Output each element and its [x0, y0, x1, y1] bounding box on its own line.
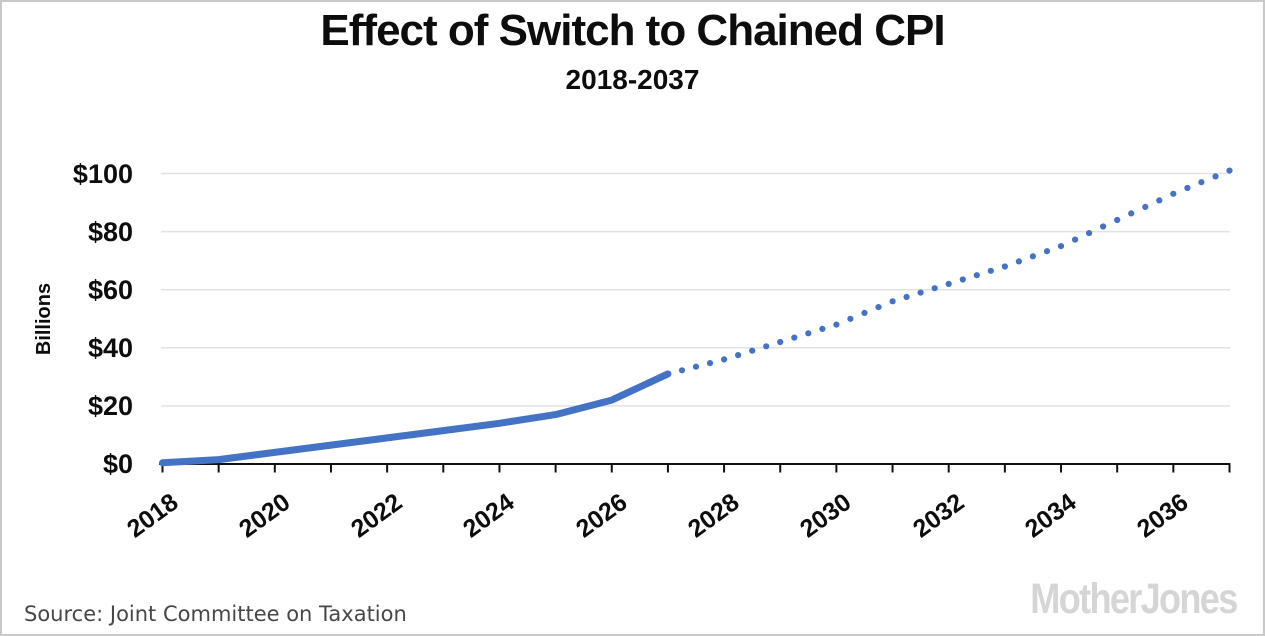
projection-dot	[959, 276, 966, 283]
projection-dot	[692, 363, 700, 370]
projection-dot	[1114, 216, 1121, 224]
projection-dot	[1142, 203, 1149, 210]
projection-dot	[889, 298, 896, 305]
projection-dot	[819, 325, 826, 332]
projection-dot	[735, 352, 742, 359]
chart-title: Effect of Switch to Chained CPI	[320, 6, 945, 55]
projection-dot	[875, 304, 882, 311]
projection-dot	[987, 267, 994, 274]
projection-dot	[1072, 236, 1079, 243]
projection-dot	[791, 334, 798, 341]
projection-dot	[1001, 263, 1009, 270]
projection-dot	[1226, 167, 1233, 174]
projection-dot	[1057, 243, 1065, 250]
projection-dot	[903, 293, 910, 301]
projection-dot	[1184, 184, 1191, 192]
projection-dot	[1043, 248, 1051, 255]
projection-dot	[721, 356, 728, 363]
projection-dot	[777, 338, 784, 346]
projection-dot	[1198, 179, 1205, 186]
projection-dot	[1156, 197, 1163, 204]
projection-dot	[945, 280, 952, 287]
projection-dot	[763, 343, 770, 350]
projection-dot	[1128, 210, 1135, 217]
projection-dot	[1015, 258, 1023, 265]
projection-dot	[973, 272, 980, 279]
projection-dot	[1100, 223, 1107, 230]
projection-dot	[1029, 253, 1036, 260]
projection-dot	[1086, 230, 1093, 237]
projection-dot	[833, 321, 840, 328]
solid-line-actual	[159, 370, 672, 467]
chart-subtitle: 2018-2037	[565, 64, 700, 95]
projection-dot	[1212, 173, 1219, 180]
projection-dot	[1170, 190, 1177, 197]
projection-dot	[749, 347, 756, 354]
projection-dot	[847, 315, 854, 322]
projection-dot	[861, 309, 868, 316]
source-credit: Source: Joint Committee on Taxation	[24, 602, 407, 626]
projection-dot	[931, 285, 938, 292]
projection-dot	[805, 330, 812, 337]
motherjones-logo: MotherJones	[1030, 575, 1239, 623]
projection-dot	[678, 367, 686, 374]
projection-dot	[706, 360, 714, 367]
projection-dot	[917, 289, 924, 296]
